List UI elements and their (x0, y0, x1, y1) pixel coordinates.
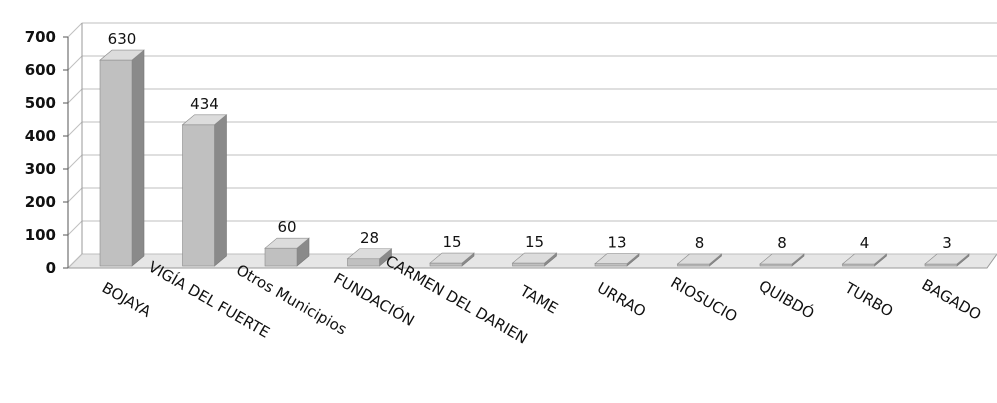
x-category-label: RIOSUCIO (668, 273, 741, 326)
x-category-label: TAME (516, 281, 561, 317)
x-category-label: URRAO (594, 279, 649, 321)
data-label: 4 (860, 234, 870, 252)
bar (594, 263, 628, 267)
data-label: 28 (360, 229, 379, 247)
bar-top (264, 237, 310, 249)
y-tick-label: 200 (25, 193, 56, 211)
bar (264, 247, 298, 267)
data-label: 15 (442, 233, 461, 251)
y-tick-label: 600 (25, 61, 56, 79)
bar (182, 124, 215, 267)
gridline-side (67, 55, 83, 71)
bar (347, 258, 380, 267)
bar-top (594, 253, 640, 265)
bar-top (924, 253, 970, 265)
bar-side (214, 114, 227, 267)
data-label: 60 (277, 218, 296, 236)
bar-top (676, 253, 723, 265)
y-tick-label: 500 (25, 94, 56, 112)
y-tick-label: 400 (25, 127, 56, 145)
gridline-side (67, 88, 83, 104)
data-label: 8 (695, 234, 705, 252)
gridline-side (67, 121, 83, 137)
gridline-side (67, 253, 83, 269)
y-tick-label: 700 (25, 28, 56, 46)
y-tick-label: 100 (25, 226, 56, 244)
y-tick-label: 300 (25, 160, 56, 178)
gridline-side (67, 220, 83, 236)
gridline-side (67, 187, 83, 203)
bar-top (841, 253, 888, 265)
data-label: 434 (190, 95, 219, 113)
data-label: 13 (607, 234, 626, 252)
data-label: 8 (777, 234, 787, 252)
bar-top (511, 252, 558, 264)
x-category-label: BAGADO (919, 275, 985, 323)
x-category-label: BOJAYA (99, 279, 155, 322)
bar-side (131, 49, 145, 267)
gridline-side (67, 22, 83, 38)
bar-top (99, 49, 145, 61)
bar-top (759, 253, 805, 265)
data-label: 3 (942, 234, 952, 252)
x-category-label: QUIBDÓ (756, 276, 818, 323)
data-label: 15 (525, 233, 544, 251)
bar (512, 262, 545, 267)
data-label: 630 (108, 30, 137, 48)
y-tick-label: 0 (46, 259, 56, 277)
bar (429, 262, 463, 267)
bar (99, 59, 133, 267)
bar-top (346, 248, 393, 260)
bar-top (429, 252, 475, 264)
bar-top (181, 114, 228, 126)
gridline-side (67, 154, 83, 170)
x-category-label: TURBO (841, 278, 896, 320)
